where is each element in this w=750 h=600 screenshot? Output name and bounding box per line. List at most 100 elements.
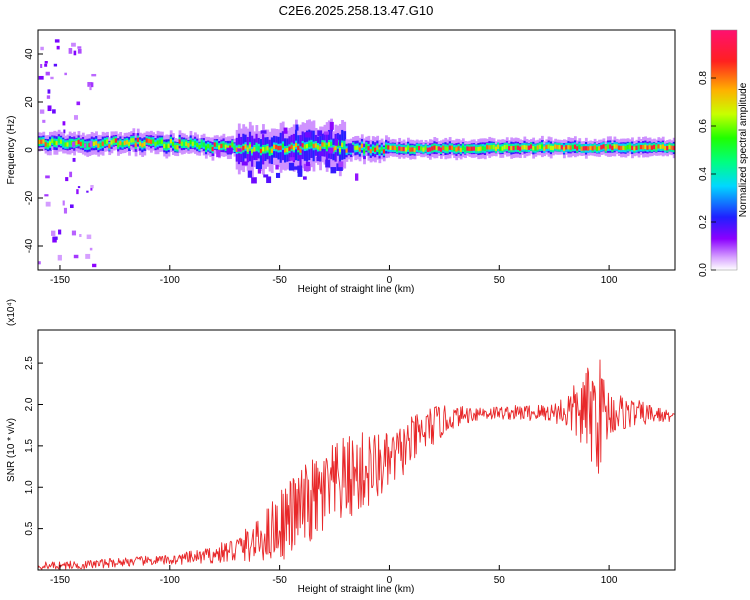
heatmap-cell [143, 141, 147, 147]
heatmap-cell [659, 144, 663, 149]
heatmap-cell [69, 171, 73, 178]
heatmap-cell [525, 145, 529, 150]
colorbar-label: Normalized spectral amplitude [738, 82, 749, 217]
heatmap-cell [598, 146, 601, 151]
heatmap-cell [622, 145, 626, 150]
heatmap-cell [248, 144, 252, 149]
heatmap-cell [486, 145, 489, 150]
heatmap-cell [114, 138, 118, 143]
snr-x-tick-label: 0 [387, 575, 393, 586]
heatmap-cell [277, 145, 281, 151]
snr-series-line [38, 359, 675, 570]
heatmap-cell [251, 149, 254, 154]
heatmap-cell [319, 146, 322, 151]
heatmap-cell [448, 145, 452, 150]
heatmap-cell [519, 146, 522, 151]
heatmap-cell [97, 143, 101, 148]
heatmap-cell [64, 142, 68, 147]
heatmap-cell [112, 138, 116, 144]
heatmap-cell [475, 146, 478, 152]
heatmap-cell [89, 140, 93, 147]
heatmap-cell [77, 48, 82, 54]
heatmap-cell [57, 254, 62, 261]
heatmap-cell [593, 145, 597, 150]
heatmap-cell [321, 142, 325, 147]
heatmap-cell [42, 119, 46, 123]
heatmap-cell [363, 149, 366, 154]
heatmap-cell [393, 145, 397, 151]
heatmap-cell [218, 145, 221, 150]
heatmap-cell [450, 145, 454, 150]
colorbar-tick-label: 0.0 [698, 263, 709, 277]
heatmap-cell [305, 143, 309, 149]
heatmap-cell [59, 139, 63, 144]
heatmap-cell [355, 173, 359, 181]
heatmap-cell [73, 254, 79, 259]
heatmap-cell [672, 145, 675, 151]
heatmap-cell [576, 146, 579, 151]
heatmap-cell [91, 73, 97, 77]
heatmap-cell [275, 172, 281, 178]
heatmap-cell [156, 140, 160, 145]
heatmap-cell [68, 140, 72, 146]
snr-x-tick-label: -150 [50, 575, 70, 586]
heatmap-cell [338, 161, 344, 168]
heatmap-cell [161, 139, 164, 144]
heatmap-cell [121, 142, 125, 147]
heatmap-cell [213, 142, 217, 147]
heatmap-cell [532, 145, 536, 151]
heatmap-cell [52, 109, 56, 114]
heatmap-cell [262, 147, 265, 152]
heatmap-cell [44, 60, 48, 64]
heatmap-cell [584, 146, 588, 151]
heatmap-cell [334, 145, 338, 150]
heatmap-cell [558, 145, 562, 150]
heatmap-cell [51, 230, 56, 236]
heatmap-cell [128, 141, 131, 147]
heatmap-cell [191, 141, 195, 147]
heatmap-cell [130, 138, 134, 143]
heatmap-cell [211, 146, 215, 152]
heatmap-cell [38, 75, 44, 80]
spectrogram-x-tick-label: -150 [50, 275, 70, 286]
heatmap-cell [77, 139, 81, 145]
heatmap-cell [426, 147, 430, 152]
snr-x-tick-label: 50 [494, 575, 506, 586]
heatmap-cell [244, 144, 248, 149]
heatmap-cell [297, 145, 300, 151]
heatmap-cell [255, 144, 259, 150]
heatmap-cell [40, 46, 44, 51]
heatmap-cell [385, 144, 388, 149]
heatmap-cell [459, 147, 463, 153]
heatmap-cell [106, 139, 109, 144]
heatmap-cell [86, 190, 89, 193]
heatmap-cell [42, 139, 46, 144]
heatmap-cell [187, 143, 191, 148]
snr-panel: -150 -100 -50 0 50 100 0.5 1.0 1.5 2.0 2.5 Height… [6, 299, 676, 595]
heatmap-cell [198, 144, 202, 150]
spectrogram-panel: -150 -100 -50 0 50 100 -40 -20 0 20 40 Height of … [6, 29, 676, 295]
heatmap-cell [477, 146, 481, 152]
heatmap-cell [631, 145, 634, 150]
heatmap-cell [365, 144, 369, 149]
heatmap-cell [325, 144, 329, 150]
heatmap-cell [538, 144, 542, 149]
heatmap-cell [644, 144, 648, 149]
spectrogram-y-tick-label: 20 [24, 96, 35, 108]
heatmap-cell [47, 89, 51, 94]
heatmap-cell [330, 167, 337, 174]
heatmap-cell [299, 148, 303, 153]
snr-x-tick-label: -100 [160, 575, 180, 586]
heatmap-cell [628, 144, 632, 149]
snr-y-tick-label: 2.0 [24, 397, 35, 411]
heatmap-cell [64, 72, 67, 76]
heatmap-cell [464, 147, 467, 152]
heatmap-cell [283, 127, 288, 134]
heatmap-cell [314, 143, 318, 148]
heatmap-cell [424, 146, 428, 151]
heatmap-cell [290, 144, 294, 150]
heatmap-cell [560, 145, 564, 150]
heatmap-cell [501, 146, 505, 151]
heatmap-cell [635, 145, 639, 150]
heatmap-cell [90, 82, 94, 88]
